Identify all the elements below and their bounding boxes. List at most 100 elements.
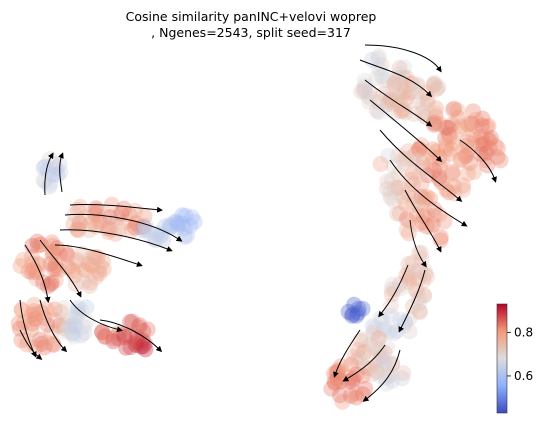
cell-point xyxy=(29,233,46,250)
cell-point xyxy=(472,146,489,163)
cell-point xyxy=(372,349,389,366)
cell-point xyxy=(348,389,365,406)
cell-point xyxy=(69,252,85,268)
cell-point xyxy=(355,344,372,361)
cell-point xyxy=(118,339,135,356)
cell-point xyxy=(401,323,418,340)
velocity-streamline xyxy=(362,349,401,402)
cell-point xyxy=(168,213,185,230)
cell-point xyxy=(75,261,92,278)
cell-point xyxy=(127,335,144,352)
cell-point xyxy=(166,213,183,230)
cell-point xyxy=(27,306,44,323)
cell-point xyxy=(458,145,475,162)
cell-point xyxy=(490,140,506,157)
cell-point xyxy=(437,140,454,157)
cell-point xyxy=(390,166,407,183)
cell-point xyxy=(97,329,114,345)
cell-point xyxy=(426,201,443,218)
cell-point xyxy=(13,332,30,349)
cell-point xyxy=(444,116,461,133)
cell-point xyxy=(426,75,443,91)
cell-point xyxy=(60,322,77,339)
cell-point xyxy=(162,219,179,236)
cell-point xyxy=(82,215,99,232)
cell-point xyxy=(94,324,111,341)
cell-point xyxy=(386,193,403,210)
cell-point xyxy=(47,257,64,274)
cell-point xyxy=(391,85,407,102)
cell-point xyxy=(418,188,435,205)
cell-point xyxy=(407,82,424,99)
cell-point xyxy=(401,310,418,327)
cell-point xyxy=(346,296,362,313)
cell-point xyxy=(183,209,200,226)
velocity-streamline xyxy=(404,189,442,253)
cell-point xyxy=(136,335,153,352)
cell-point xyxy=(442,129,459,146)
cell-point xyxy=(65,328,82,345)
cell-point xyxy=(356,72,373,89)
cell-point xyxy=(128,328,145,345)
cell-point xyxy=(391,60,408,77)
cell-point xyxy=(348,352,365,369)
cell-point xyxy=(357,359,374,376)
cell-point xyxy=(75,273,92,290)
cell-point xyxy=(69,303,86,320)
cell-point xyxy=(480,117,497,134)
cell-point xyxy=(403,75,420,92)
cell-point xyxy=(479,131,496,148)
cell-point xyxy=(73,327,90,344)
cell-point xyxy=(376,356,393,372)
cell-point xyxy=(401,212,418,229)
cell-point xyxy=(332,387,348,404)
cell-point xyxy=(427,105,444,122)
cell-point xyxy=(153,226,169,243)
cell-point xyxy=(391,205,408,222)
cell-point xyxy=(135,323,152,340)
cell-point xyxy=(365,339,382,356)
cell-point xyxy=(56,300,72,316)
cell-point xyxy=(411,303,428,320)
cell-point xyxy=(401,270,418,287)
colorbar-ticks: 0.6 0.8 xyxy=(507,325,533,383)
cell-point xyxy=(411,141,428,158)
cell-point xyxy=(86,203,103,220)
cell-point xyxy=(77,262,94,279)
cell-point xyxy=(35,171,52,188)
cell-point xyxy=(348,366,365,383)
cell-point xyxy=(415,97,432,113)
cell-point xyxy=(458,147,475,164)
cell-point xyxy=(64,262,81,279)
cell-point xyxy=(440,119,457,136)
cell-point xyxy=(380,147,397,164)
velocity-streamline xyxy=(369,99,443,163)
cell-point xyxy=(56,312,73,329)
cell-point xyxy=(43,324,60,341)
cell-point xyxy=(13,301,30,318)
cell-point xyxy=(455,181,472,198)
cell-point xyxy=(440,126,457,143)
cell-point xyxy=(393,103,410,120)
cell-point xyxy=(400,263,417,280)
cell-point xyxy=(384,355,401,372)
cell-point xyxy=(75,318,92,335)
cell-point xyxy=(419,95,436,111)
cell-point xyxy=(400,255,417,272)
cell-point xyxy=(42,255,59,272)
cell-point xyxy=(350,341,366,358)
cell-point xyxy=(44,237,61,254)
cell-point xyxy=(170,215,187,232)
cell-point xyxy=(96,328,113,345)
cell-point xyxy=(47,312,64,329)
cell-point xyxy=(41,178,58,195)
cell-point xyxy=(137,341,154,358)
cell-point xyxy=(36,310,53,326)
cell-point xyxy=(41,175,58,192)
cell-point xyxy=(382,91,399,108)
cell-point xyxy=(478,118,495,135)
cell-point xyxy=(372,310,389,327)
cell-point xyxy=(384,372,401,389)
cell-point xyxy=(32,257,48,274)
cell-point xyxy=(70,299,87,316)
